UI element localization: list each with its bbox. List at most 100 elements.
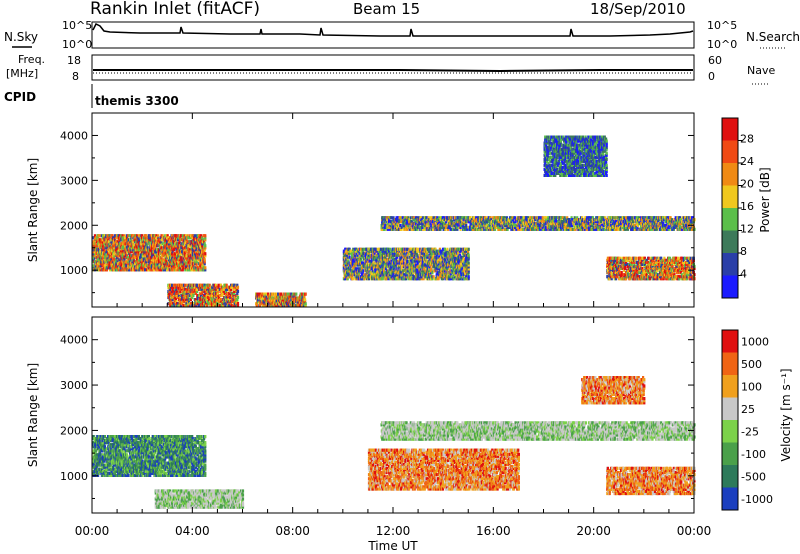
data-cell — [196, 289, 199, 293]
data-cell — [145, 264, 149, 268]
data-cell — [169, 304, 172, 308]
data-cell — [92, 256, 95, 260]
data-cell — [136, 236, 139, 240]
data-cell — [190, 248, 193, 252]
data-cell — [125, 248, 128, 252]
data-cell — [117, 266, 120, 270]
data-cell — [128, 252, 131, 256]
data-cell — [204, 236, 207, 240]
data-cell — [114, 248, 117, 252]
data-cell — [159, 250, 162, 254]
data-cell — [177, 252, 181, 256]
data-cell — [195, 264, 198, 268]
data-cell — [153, 234, 156, 238]
data-cell — [199, 304, 203, 308]
data-cell — [130, 242, 133, 246]
data-cell — [109, 256, 112, 260]
data-cell — [186, 283, 189, 287]
data-cell — [199, 248, 202, 252]
data-cell — [184, 283, 187, 287]
data-cell — [280, 292, 283, 296]
data-cell — [201, 252, 204, 256]
data-cell — [147, 260, 150, 264]
data-cell — [158, 258, 161, 262]
data-cell — [145, 244, 149, 248]
data-cell — [104, 254, 107, 258]
data-cell — [182, 298, 186, 302]
data-cell — [139, 264, 142, 268]
data-cell — [184, 254, 187, 258]
data-cell — [184, 234, 187, 238]
data-cell — [304, 292, 307, 296]
data-cell — [189, 236, 192, 240]
data-cell — [178, 302, 181, 306]
data-cell — [102, 244, 105, 248]
data-cell — [188, 287, 191, 291]
data-cell — [142, 260, 145, 264]
data-cell — [143, 250, 146, 254]
data-cell — [119, 254, 122, 258]
data-cell — [176, 302, 179, 306]
data-cell — [145, 258, 149, 262]
data-cell — [149, 242, 152, 246]
data-cell — [146, 266, 149, 270]
data-cell — [124, 236, 127, 240]
data-cell — [95, 252, 98, 256]
data-cell — [147, 268, 150, 272]
data-cell — [98, 260, 101, 264]
data-cell — [117, 234, 120, 238]
data-cell — [146, 246, 149, 250]
data-cell — [196, 236, 199, 240]
data-cell — [139, 252, 142, 256]
data-cell — [92, 258, 95, 262]
data-cell — [169, 252, 172, 256]
data-cell — [161, 250, 164, 254]
data-cell — [115, 264, 118, 268]
data-cell — [131, 260, 134, 264]
data-cell — [102, 250, 105, 254]
data-cell — [172, 295, 175, 300]
data-cell — [123, 250, 126, 254]
data-cell — [194, 248, 197, 252]
data-cell — [149, 238, 152, 242]
data-cell — [196, 240, 199, 244]
data-cell — [116, 260, 119, 264]
data-cell — [129, 260, 132, 264]
data-cell — [122, 244, 125, 248]
data-cell — [167, 246, 171, 250]
data-cell — [194, 266, 197, 270]
data-cell — [191, 264, 194, 268]
data-cell — [119, 264, 122, 268]
data-cell — [169, 242, 172, 246]
data-cell — [195, 304, 198, 308]
data-cell — [178, 258, 181, 262]
freq-trace — [93, 69, 693, 73]
data-cell — [115, 248, 118, 252]
data-cell — [95, 240, 98, 244]
data-cell — [200, 240, 203, 244]
data-cell — [124, 244, 127, 248]
data-cell — [102, 262, 105, 266]
data-cell — [125, 264, 128, 268]
data-cell — [191, 291, 194, 295]
data-cell — [105, 250, 108, 254]
data-cell — [164, 256, 167, 260]
data-cell — [131, 248, 134, 252]
data-cell — [142, 262, 145, 266]
data-cell — [140, 260, 144, 264]
data-cell — [103, 268, 106, 272]
nsky-tick-min: 10^0 — [62, 38, 92, 51]
data-cell — [160, 246, 163, 250]
data-cell — [149, 266, 152, 270]
data-cell — [120, 268, 123, 272]
data-cell — [107, 252, 110, 256]
data-cell — [150, 266, 154, 270]
data-cell — [161, 254, 164, 258]
data-cell — [188, 244, 191, 248]
data-cell — [142, 252, 145, 256]
data-cell — [179, 289, 182, 293]
data-cell — [105, 238, 108, 242]
data-cell — [154, 244, 157, 248]
data-cell — [157, 254, 160, 258]
data-cell — [204, 289, 207, 293]
